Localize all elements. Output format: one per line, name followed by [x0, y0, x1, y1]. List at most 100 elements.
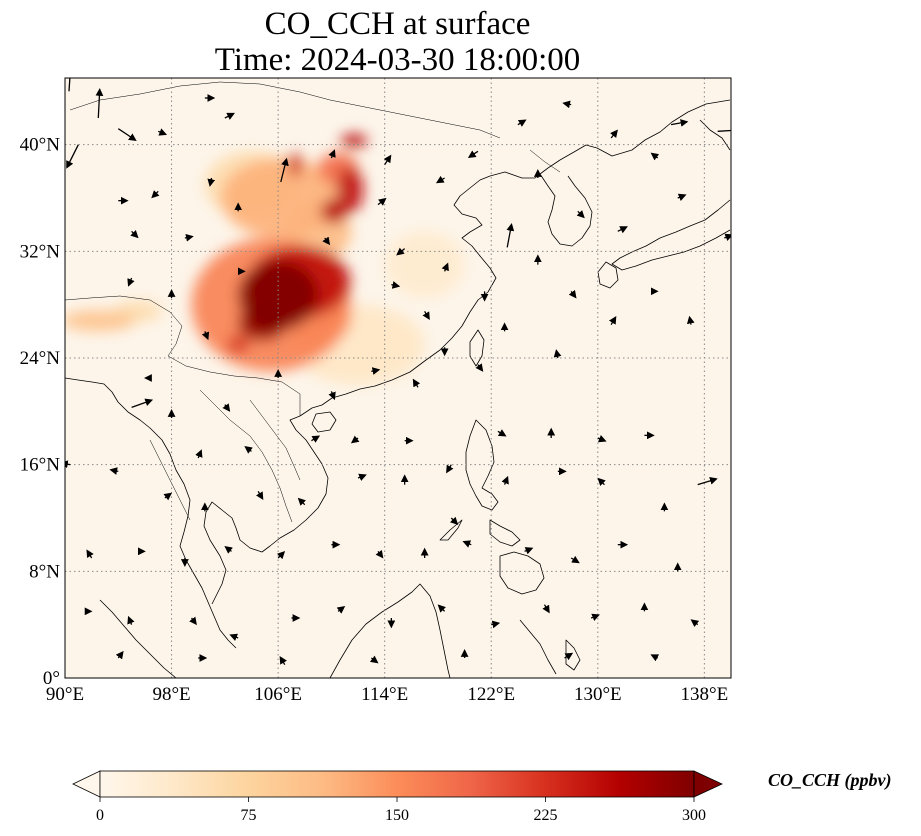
coastline-palawan	[439, 519, 463, 541]
map-background	[65, 78, 731, 678]
wind-vector	[422, 310, 430, 321]
wind-vector	[222, 403, 231, 412]
coastline-china	[299, 99, 731, 417]
lon-tick-label: 138°E	[681, 684, 729, 705]
coastline-korea	[539, 173, 593, 247]
lon-tick-label: 98°E	[152, 684, 190, 705]
wind-vector	[517, 119, 527, 127]
wind-vector	[590, 613, 600, 621]
wind-vector	[501, 475, 509, 485]
wind-vector	[576, 210, 585, 219]
wind-vector	[491, 620, 501, 629]
wind-vector	[357, 473, 367, 481]
coastline-japan-north	[699, 119, 731, 151]
lat-tick-label: 16°N	[20, 455, 61, 476]
wind-vector	[195, 449, 203, 459]
concentration-patch	[340, 134, 368, 148]
wind-vector	[686, 315, 695, 325]
colorbar-tick-label: 0	[96, 807, 104, 824]
wind-vector	[570, 555, 580, 564]
wind-vector	[117, 128, 137, 141]
border-laos	[249, 399, 301, 481]
wind-vector	[617, 226, 628, 234]
colorbar	[99, 770, 695, 798]
concentration-patch	[384, 231, 465, 298]
wind-vector	[608, 315, 617, 326]
coastline-sulawesi	[519, 619, 557, 675]
concentration-patch	[220, 158, 341, 238]
wind-vector	[322, 236, 331, 246]
wind-vector	[189, 616, 197, 626]
wind-vector	[328, 149, 336, 159]
wind-vector	[670, 119, 689, 127]
wind-vector	[597, 477, 606, 486]
lat-tick-label: 32°N	[20, 241, 61, 262]
wind-vector	[369, 655, 379, 664]
wind-vector	[506, 223, 515, 248]
wind-vector	[610, 129, 618, 139]
wind-vector	[437, 604, 446, 613]
colorbar-tick-label: 150	[385, 807, 409, 824]
border-myanmar	[149, 439, 191, 521]
latitude-tick-labels: 0° 8°N 16°N 24°N 32°N 40°N	[20, 135, 61, 689]
wind-vector	[163, 492, 173, 501]
concentration-field	[65, 134, 465, 385]
colorbar-extend-max	[693, 770, 723, 798]
wind-vector	[542, 604, 550, 614]
wind-vector	[441, 262, 449, 272]
lat-tick-label: 8°N	[29, 561, 60, 582]
wind-vector	[475, 363, 484, 372]
wind-vector	[449, 516, 459, 525]
wind-vector	[497, 429, 507, 437]
wind-vector	[564, 652, 574, 661]
coastline-indochina	[203, 415, 329, 605]
border-mongolia	[69, 81, 501, 139]
wind-vector	[279, 655, 287, 666]
wind-vector	[677, 193, 687, 201]
coastline-hainan	[311, 411, 337, 433]
wind-vector	[130, 230, 139, 239]
colorbar-tick-label: 225	[534, 807, 558, 824]
colorbar-tick-label: 300	[682, 807, 706, 824]
wind-vector	[375, 549, 384, 559]
wind-vector	[446, 464, 454, 474]
coastline-bengal	[65, 377, 237, 649]
wind-vector	[412, 378, 421, 388]
colorbar-ticks: 0 75 150 225 300	[96, 797, 706, 824]
coastline-visayas	[489, 519, 521, 547]
longitude-tick-labels: 90°E 98°E 106°E 114°E 122°E 130°E 138°E	[46, 684, 728, 705]
wind-vector	[151, 190, 160, 199]
lon-tick-label: 114°E	[361, 684, 408, 705]
wind-vector	[597, 435, 607, 443]
wind-vector	[383, 154, 392, 166]
wind-vector	[311, 435, 321, 443]
concentration-patch	[288, 152, 303, 177]
wind-vector	[184, 233, 194, 242]
wind-vector	[207, 177, 216, 187]
wind-vector	[553, 349, 562, 359]
border-himalaya	[65, 295, 301, 416]
concentration-patch	[65, 310, 136, 332]
wind-vector	[435, 175, 445, 184]
border-indochina	[199, 389, 293, 523]
wind-vector	[95, 88, 104, 119]
coastline-mindanao	[499, 551, 545, 595]
wind-vector	[377, 197, 387, 206]
chart-subtitle-time: Time: 2024-03-30 18:00:00	[214, 42, 581, 78]
wind-vector	[524, 547, 534, 555]
wind-vector	[336, 605, 346, 614]
wind-vector	[131, 398, 154, 408]
wind-vector	[371, 367, 381, 375]
lat-tick-label: 0°	[43, 668, 60, 689]
wind-vector	[717, 129, 731, 132]
wind-vector	[462, 540, 472, 548]
concentration-patch	[227, 336, 249, 353]
wind-vector	[391, 281, 401, 289]
country-borders	[65, 81, 561, 523]
wind-vector	[562, 100, 572, 109]
colorbar-title: CO_CCH (ppbv)	[768, 770, 892, 790]
border-korea	[529, 149, 561, 173]
lon-tick-label: 90°E	[46, 684, 84, 705]
wind-vector	[724, 233, 731, 241]
